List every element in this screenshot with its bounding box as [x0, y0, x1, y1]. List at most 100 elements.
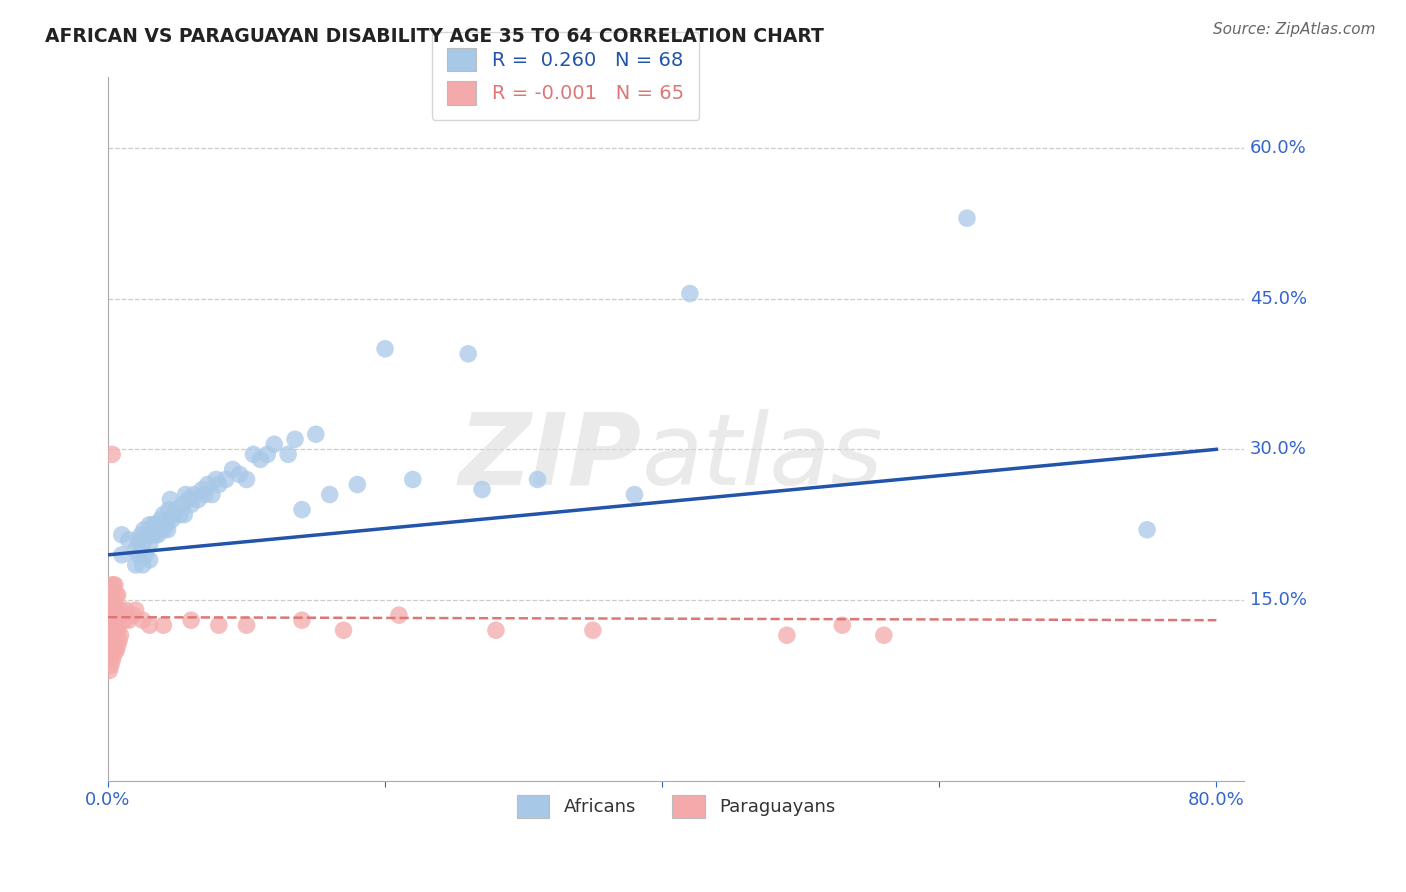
Text: AFRICAN VS PARAGUAYAN DISABILITY AGE 35 TO 64 CORRELATION CHART: AFRICAN VS PARAGUAYAN DISABILITY AGE 35 …	[45, 27, 824, 45]
Point	[98, 598, 121, 612]
Point	[100, 588, 122, 602]
Point	[101, 588, 124, 602]
Point	[98, 618, 121, 632]
Point	[679, 286, 702, 301]
Point	[291, 613, 314, 627]
Point	[346, 477, 368, 491]
Point	[169, 508, 191, 522]
Point	[143, 527, 166, 541]
Point	[103, 624, 125, 638]
Point	[100, 648, 122, 663]
Point	[242, 447, 264, 461]
Point	[103, 608, 125, 623]
Point	[108, 608, 131, 623]
Point	[101, 603, 124, 617]
Point	[191, 483, 214, 497]
Point	[155, 517, 177, 532]
Point	[1136, 523, 1159, 537]
Text: 45.0%: 45.0%	[1250, 290, 1306, 308]
Point	[166, 502, 188, 516]
Point	[526, 473, 548, 487]
Point	[101, 613, 124, 627]
Point	[208, 477, 231, 491]
Point	[138, 517, 160, 532]
Point	[103, 598, 125, 612]
Point	[138, 618, 160, 632]
Point	[332, 624, 354, 638]
Point	[107, 608, 129, 623]
Point	[135, 527, 157, 541]
Point	[172, 498, 194, 512]
Point	[101, 578, 124, 592]
Point	[111, 548, 134, 562]
Point	[152, 618, 174, 632]
Point	[111, 527, 134, 541]
Point	[145, 517, 167, 532]
Point	[205, 473, 228, 487]
Point	[100, 638, 122, 652]
Point	[104, 643, 127, 657]
Point	[180, 613, 202, 627]
Point	[127, 548, 149, 562]
Point	[152, 508, 174, 522]
Point	[235, 618, 257, 632]
Point	[101, 633, 124, 648]
Point	[110, 603, 132, 617]
Point	[101, 653, 124, 667]
Point	[138, 553, 160, 567]
Point	[187, 492, 209, 507]
Point	[98, 648, 121, 663]
Point	[208, 618, 231, 632]
Point	[132, 523, 155, 537]
Point	[146, 527, 169, 541]
Point	[215, 473, 238, 487]
Point	[221, 462, 243, 476]
Point	[263, 437, 285, 451]
Point	[100, 618, 122, 632]
Point	[201, 487, 224, 501]
Point	[157, 502, 180, 516]
Point	[118, 613, 141, 627]
Point	[174, 487, 197, 501]
Point	[98, 633, 121, 648]
Point	[471, 483, 494, 497]
Point	[131, 613, 153, 627]
Point	[107, 588, 129, 602]
Point	[122, 608, 145, 623]
Point	[291, 502, 314, 516]
Point	[105, 588, 128, 602]
Point	[183, 487, 205, 501]
Point	[101, 643, 124, 657]
Point	[173, 508, 195, 522]
Point	[100, 628, 122, 642]
Text: Source: ZipAtlas.com: Source: ZipAtlas.com	[1212, 22, 1375, 37]
Point	[100, 608, 122, 623]
Point	[104, 578, 127, 592]
Point	[235, 473, 257, 487]
Point	[104, 633, 127, 648]
Point	[125, 558, 148, 572]
Point	[156, 523, 179, 537]
Point	[163, 508, 186, 522]
Point	[284, 432, 307, 446]
Point	[98, 664, 121, 678]
Point	[111, 608, 134, 623]
Point	[129, 527, 152, 541]
Point	[115, 603, 138, 617]
Point	[180, 498, 202, 512]
Point	[582, 624, 605, 638]
Point	[107, 638, 129, 652]
Point	[249, 452, 271, 467]
Point	[956, 211, 979, 226]
Point	[107, 624, 129, 638]
Point	[142, 517, 165, 532]
Point	[831, 618, 853, 632]
Point	[125, 603, 148, 617]
Point	[623, 487, 645, 501]
Point	[485, 624, 508, 638]
Point	[103, 578, 125, 592]
Point	[104, 598, 127, 612]
Point	[138, 538, 160, 552]
Point	[374, 342, 396, 356]
Point	[141, 527, 163, 541]
